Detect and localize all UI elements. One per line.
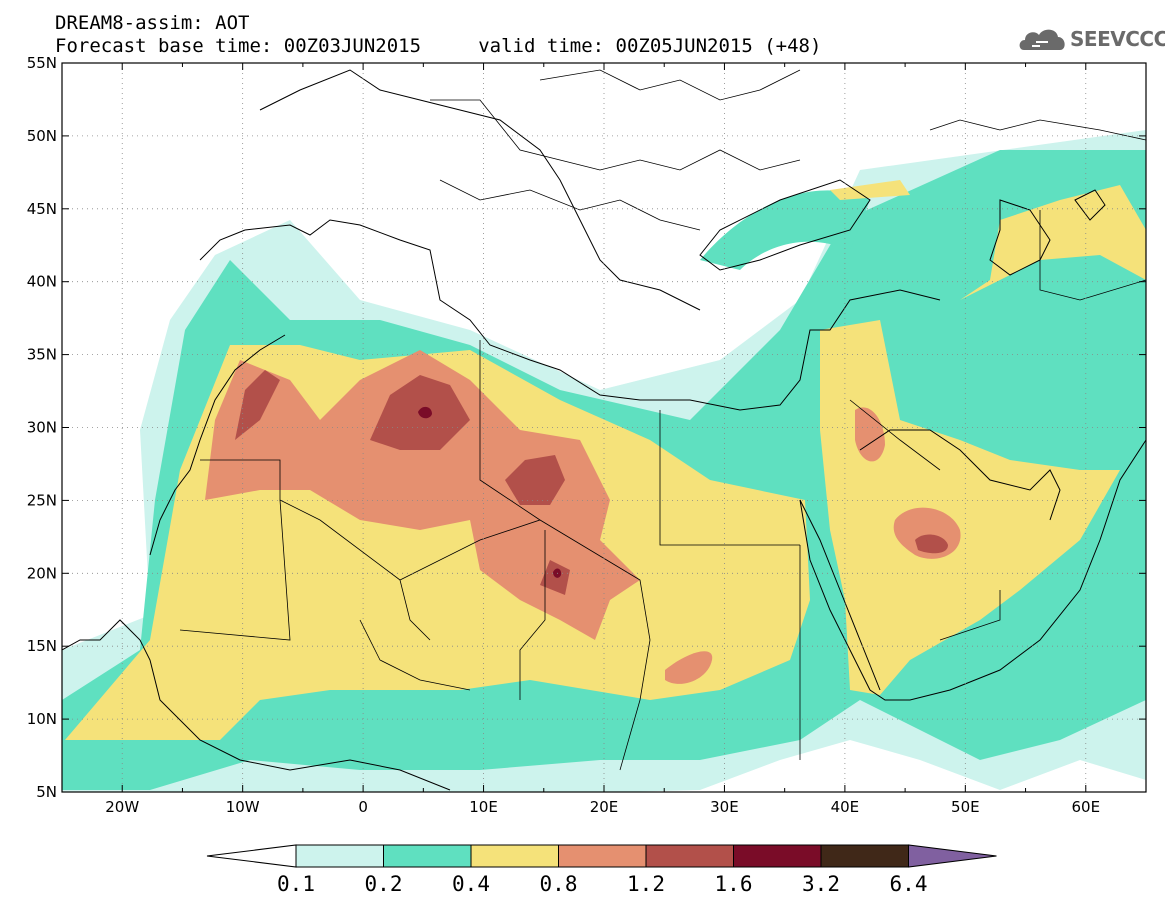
longitude-labels: 20W 10W 0 10E 20E 30E 40E 50E 60E — [105, 798, 1100, 816]
aot-band-1.2-chad — [540, 560, 570, 595]
colorbar-level-label: 0.4 — [452, 872, 490, 896]
lon-label: 40E — [831, 798, 860, 816]
logo-text: SEEVCCC — [1070, 27, 1165, 51]
lon-label: 20W — [105, 798, 139, 816]
coastlines — [62, 69, 1146, 791]
aot-band-0.2-black-sea — [700, 190, 870, 270]
lat-label: 15N — [27, 637, 57, 655]
aot-band-0.4-caspian — [960, 185, 1146, 300]
aot-band-1.6 — [418, 406, 432, 419]
lon-label: 10W — [226, 798, 260, 816]
aot-band-1.2-arabia — [915, 534, 948, 554]
lat-label: 5N — [36, 783, 57, 801]
colorbar-under-triangle — [206, 844, 297, 868]
lat-label: 55N — [27, 54, 57, 72]
lon-label: 0 — [358, 798, 368, 816]
cloud-icon — [1019, 29, 1065, 50]
aot-band-0.8-sudan — [665, 651, 713, 684]
colorbar-over-triangle — [908, 844, 997, 868]
lon-label: 50E — [951, 798, 980, 816]
lat-label: 40N — [27, 273, 57, 291]
colorbar-level-label: 1.2 — [627, 872, 665, 896]
aot-band-1.2 — [235, 370, 280, 440]
forecast-time-line: Forecast base time: 00Z03JUN2015 valid t… — [55, 35, 822, 57]
lat-label: 50N — [27, 127, 57, 145]
lon-label: 10E — [469, 798, 498, 816]
lat-label: 45N — [27, 200, 57, 218]
lat-label: 35N — [27, 346, 57, 364]
lat-label: 20N — [27, 564, 57, 582]
colorbar-swatch — [645, 844, 734, 868]
axis-ticks — [61, 62, 1147, 793]
colorbar-level-label: 6.4 — [890, 872, 928, 896]
map-title: DREAM8-assim: AOT — [55, 12, 250, 34]
colorbar-swatch — [558, 844, 647, 868]
colorbar-swatch — [820, 844, 909, 868]
colorbar-level-label: 0.8 — [540, 872, 578, 896]
aot-band-0.8 — [205, 350, 640, 640]
lat-label: 25N — [27, 491, 57, 509]
colorbar-swatch — [470, 844, 559, 868]
colorbar-swatch — [733, 844, 822, 868]
country-borders — [179, 69, 1146, 771]
colorbar-swatch — [383, 844, 472, 868]
seevccc-logo: SEEVCCC — [1018, 24, 1165, 56]
colorbar-labels: 0.1 0.2 0.4 0.8 1.2 1.6 3.2 6.4 — [277, 872, 927, 896]
colorbar-level-label: 1.6 — [715, 872, 753, 896]
aot-band-0.4-arabia — [820, 320, 1120, 695]
lon-label: 20E — [590, 798, 619, 816]
aot-colorbar — [206, 844, 997, 868]
lat-label: 30N — [27, 419, 57, 437]
aot-band-1.2-libya — [505, 455, 565, 505]
colorbar-level-label: 0.2 — [365, 872, 403, 896]
lon-label: 60E — [1071, 798, 1100, 816]
aot-field — [62, 130, 1146, 792]
latitude-labels: 55N 50N 45N 40N 35N 30N 25N 20N 15N 10N 5N — [27, 54, 57, 801]
colorbar-level-label: 3.2 — [802, 872, 840, 896]
colorbar-swatch — [295, 844, 384, 868]
lat-lon-grid — [62, 63, 1146, 792]
lat-label: 10N — [27, 710, 57, 728]
colorbar-level-label: 0.1 — [277, 872, 315, 896]
lon-label: 30E — [710, 798, 739, 816]
aot-band-0.4-anatolia — [830, 180, 910, 200]
